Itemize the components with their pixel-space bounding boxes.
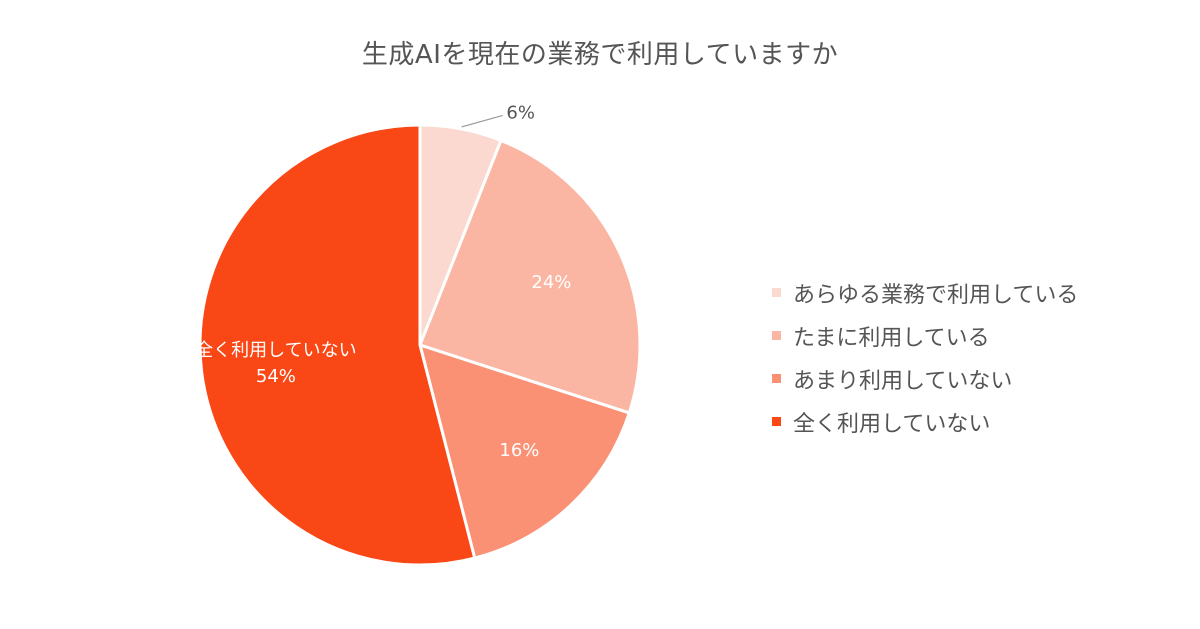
pie-slice [418,138,642,415]
data-label: 24% [531,272,571,293]
legend-label: たまに利用している [793,325,990,351]
pie-slices [198,123,642,567]
legend-swatch [772,417,781,426]
data-label: 16% [499,440,539,461]
pie-slice [418,343,631,560]
leader-line [461,114,503,128]
data-label: 54% [256,366,296,387]
data-label-category: 全く利用していない [195,340,356,361]
pie-slice [198,123,477,567]
legend-label: あらゆる業務で利用している [793,282,1079,308]
legend-item: 全く利用していない [772,400,1078,443]
legend-label: あまり利用していない [793,368,1013,394]
pie-data-labels: 6% 24% 16% 全く利用していない 54% [195,102,571,460]
legend-item: あらゆる業務で利用している [772,271,1078,314]
legend-item: あまり利用していない [772,357,1078,400]
chart-title: 生成AIを現在の業務で利用していますか [361,40,839,70]
legend-label: 全く利用していない [793,411,991,437]
legend-swatch [772,288,781,297]
legend: あらゆる業務で利用している たまに利用している あまり利用していない 全く利用していな… [772,271,1078,443]
legend-item: たまに利用している [772,314,1078,357]
legend-swatch [772,331,781,340]
legend-swatch [772,374,781,383]
data-label: 6% [506,102,535,123]
